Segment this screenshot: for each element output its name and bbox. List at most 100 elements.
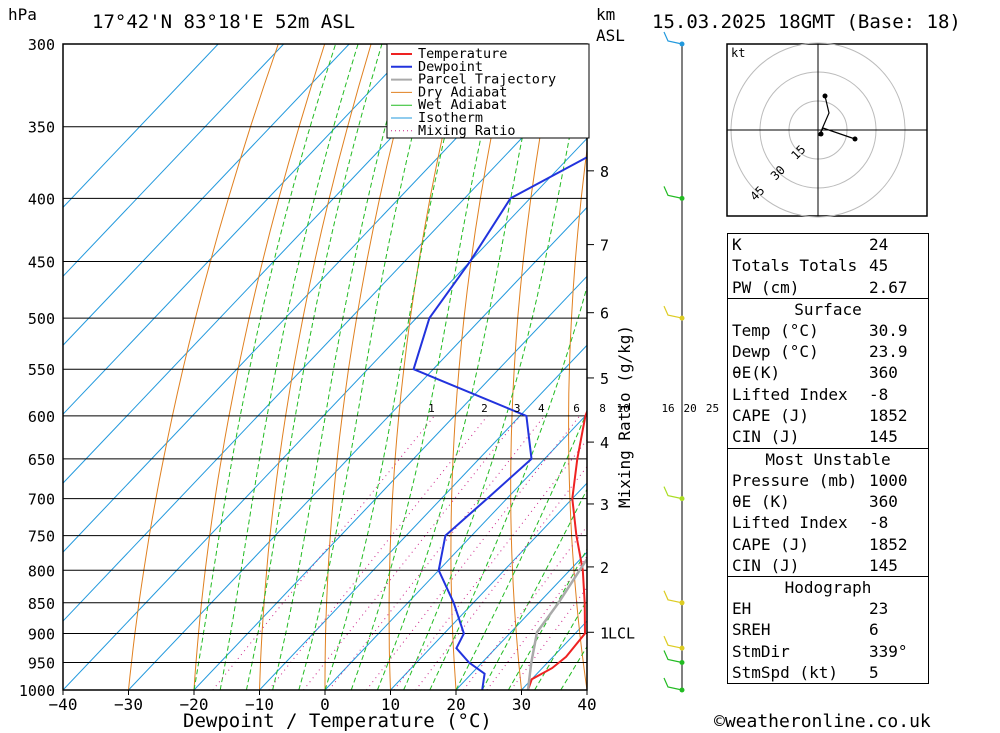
pressure-tick-label: 800 [28,562,55,580]
isotherm-line [455,551,587,690]
mixing-ratio-tick-label: 4 [538,402,545,415]
dry-adiabat-line [193,44,326,690]
legend-label: Dewpoint [418,59,483,75]
legend-label: Isotherm [418,110,483,126]
isotherm-line [63,137,587,690]
pressure-tick-label: 850 [28,595,55,613]
indices-panel: K 24 Totals Totals 45 PW (cm) 2.67 Surface Te… [727,233,929,685]
index-value: 23 [869,599,889,619]
hodo-point [852,136,858,142]
index-value: 24 [869,235,889,254]
pressure-tick-label: 550 [28,361,55,379]
index-label: CIN (J) [732,427,800,447]
index-label: K [732,235,742,254]
index-row: Lifted Index -8 [728,384,928,405]
x-tick-label: 0 [320,695,330,714]
legend-label: Dry Adiabat [418,84,507,100]
dry-adiabat-line [259,44,372,690]
legend-label: Mixing Ratio [418,123,516,139]
km-label: km [596,5,615,24]
km-tick-label: 7 [600,237,609,255]
isotherm-line [63,44,547,553]
index-row: EH 23 [728,598,928,619]
index-row: θE(K) 360 [728,362,928,383]
mixing-ratio-axis-label: Mixing Ratio (g/kg) [615,325,634,508]
isotherm-line [324,413,587,690]
index-label: θE (K) [732,491,790,511]
index-label: Lifted Index [732,513,848,533]
hodograph-title: Hodograph [728,576,928,598]
x-tick-label: 10 [381,695,400,714]
index-label: EH [732,599,752,619]
index-value: 360 [869,363,898,383]
isotherm-line [63,44,416,415]
wet-adiabat-line [350,44,503,690]
dry-adiabat-line [568,146,587,690]
legend-label: Temperature [418,46,507,62]
index-value: 6 [869,620,879,640]
isobar-lines [63,43,587,691]
mixing-ratio-tick-label: 25 [706,402,719,415]
index-label: Temp (°C) [732,320,819,340]
mixing-ratio-tick-label: 6 [573,402,580,415]
index-value: -8 [869,384,889,404]
mixing-ratio-tick-label: 2 [481,402,488,415]
pressure-tick-label: 950 [28,654,55,672]
index-row: PW (cm) 2.67 [728,277,928,298]
hodo-trace [818,95,856,140]
wet-adiabat-line [429,285,587,690]
index-row: Dewp (°C) 23.9 [728,341,928,362]
x-tick-label: 20 [446,695,465,714]
plot-frame [62,43,588,691]
wind-barb [663,677,683,691]
index-value: 339° [869,641,908,661]
pressure-tick-label: 700 [28,491,55,509]
wet-adiabat-line [324,44,468,690]
index-row: CIN (J) 145 [728,426,928,447]
wet-adiabat-line [481,488,587,690]
pressure-tick-label: 400 [28,190,55,208]
index-label: StmSpd (kt) [732,663,838,683]
wind-barb [663,635,683,649]
wind-profile [663,31,685,693]
surface-title: Surface [728,297,928,320]
wet-adiabat-line [245,44,383,690]
index-label: StmDir [732,641,790,661]
hodo-point [822,93,828,99]
index-value: 5 [869,663,879,683]
index-row: StmSpd (kt) 5 [728,662,928,683]
index-row: SREH 6 [728,619,928,640]
index-label: Lifted Index [732,384,848,404]
hodo-unit-label: kt [731,46,745,60]
pressure-tick-label: 450 [28,254,55,272]
wet-adiabat-line [507,548,587,690]
wet-adiabat-line [272,44,409,690]
isotherm-line [63,44,350,346]
index-value: 1852 [869,534,908,554]
index-row: Temp (°C) 30.9 [728,320,928,341]
index-value: 360 [869,491,898,511]
wind-barb [663,590,683,604]
credit-text: ©weatheronline.co.uk [714,711,931,732]
dry-adiabat-line [679,44,718,690]
x-tick-label: 30 [512,695,531,714]
index-row: Totals Totals 45 [728,255,928,276]
mixing-ratio-tick-label: 16 [661,402,674,415]
x-axis-label: Dewpoint / Temperature (°C) [183,710,492,732]
isotherm-line [63,44,285,278]
index-value: 23.9 [869,342,908,362]
index-value: 145 [869,427,898,447]
pressure-tick-label: 750 [28,528,55,546]
wind-barb [663,186,683,199]
pressure-tick-label: 1000 [19,682,55,700]
mixing-ratio-tick-label: 10 [617,402,630,415]
index-label: SREH [732,620,771,640]
index-value: -8 [869,513,889,533]
asl-label: ASL [596,26,625,45]
pressure-tick-label: 500 [28,310,55,328]
dewpoint-line [412,156,587,690]
index-row: CIN (J) 145 [728,555,928,576]
dry-adiabat-line [510,44,558,690]
index-label: Totals Totals [732,256,858,276]
